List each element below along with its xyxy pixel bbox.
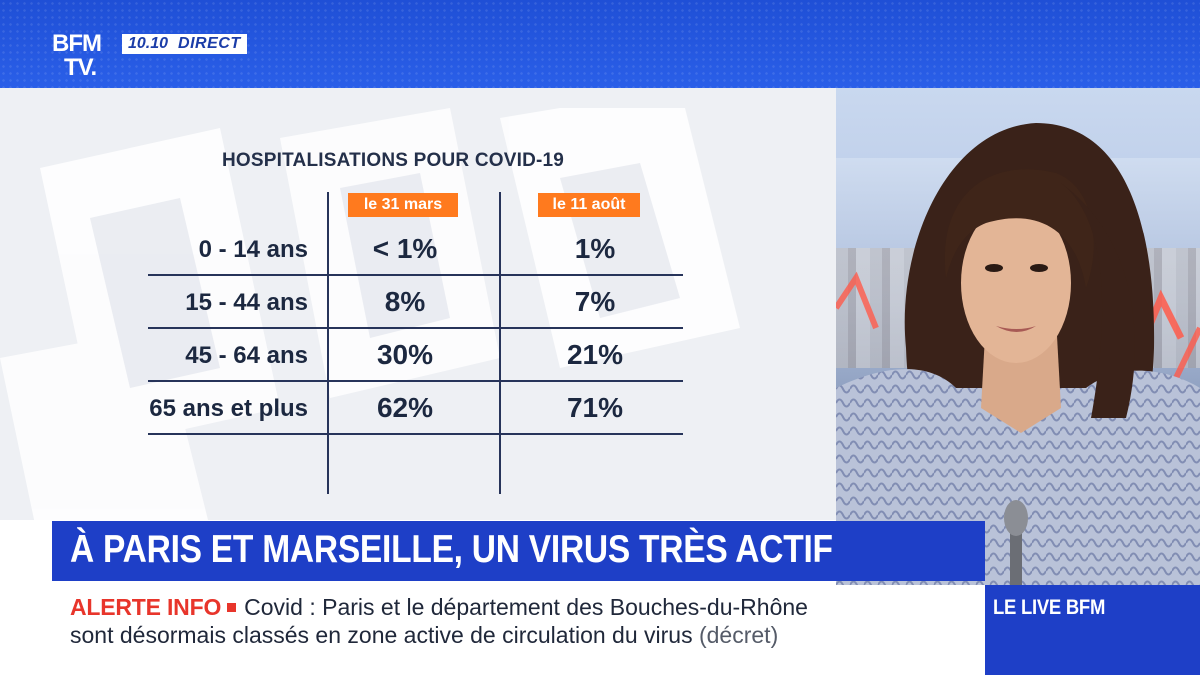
table-divider-horizontal <box>148 274 683 276</box>
table-cell: 8% <box>384 286 426 317</box>
row-label: 15 - 44 ans <box>185 289 308 316</box>
table-cell: 30% <box>376 339 434 370</box>
table-divider-horizontal <box>148 327 683 329</box>
logo-text-bottom: TV. <box>64 54 97 81</box>
ticker-line-1: ALERTE INFO Covid : Paris et le départeme… <box>70 594 808 621</box>
info-graphic-panel <box>0 88 836 520</box>
table-cell: < 1% <box>372 233 438 264</box>
table-divider-vertical-2 <box>499 192 501 494</box>
headline-text: À PARIS ET MARSEILLE, UN VIRUS TRÈS ACTI… <box>70 528 833 571</box>
row-label: 65 ans et plus <box>149 395 308 422</box>
square-bullet-icon <box>227 602 237 612</box>
headline-banner <box>52 521 985 581</box>
table-cell: 7% <box>574 286 616 317</box>
ticker-text-1: Covid : Paris et le département des Bouc… <box>244 594 808 620</box>
live-time-badge: 10.10 DIRECT <box>122 34 247 54</box>
logo-text-top: BFM <box>52 30 102 57</box>
table-cell: 21% <box>566 339 624 370</box>
alert-label: ALERTE INFO <box>70 594 222 620</box>
column-header-august: le 11 août <box>538 193 640 217</box>
column-header-march: le 31 mars <box>348 193 458 217</box>
news-ticker <box>52 585 985 675</box>
live-label-box <box>985 585 1200 675</box>
row-label: 45 - 64 ans <box>185 342 308 369</box>
table-divider-horizontal <box>148 380 683 382</box>
top-band <box>0 0 1200 88</box>
row-label: 0 - 14 ans <box>198 236 308 263</box>
table-divider-horizontal <box>148 433 683 435</box>
live-status: DIRECT <box>178 35 241 52</box>
ticker-line-2: sont désormais classés en zone active de… <box>70 622 778 649</box>
table-cell: 62% <box>376 392 434 423</box>
broadcast-time: 10.10 <box>128 35 169 52</box>
table-cell: 1% <box>574 233 616 264</box>
table-cell: 71% <box>566 392 624 423</box>
logo-watermark <box>0 108 740 520</box>
channel-logo: BFM TV. <box>52 32 118 84</box>
table-divider-vertical-1 <box>327 192 329 494</box>
ticker-text-2: sont désormais classés en zone active de… <box>70 622 693 648</box>
table-title: HOSPITALISATIONS POUR COVID-19 <box>222 150 565 171</box>
live-label: LE LIVE BFM <box>993 596 1106 619</box>
ticker-source: (décret) <box>698 622 779 648</box>
